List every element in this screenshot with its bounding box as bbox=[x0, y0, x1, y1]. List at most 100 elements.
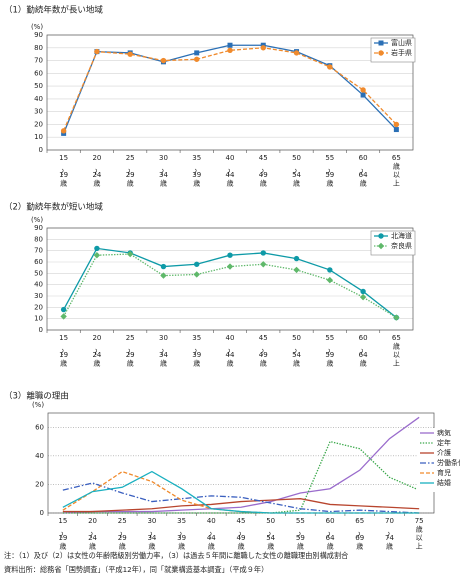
legend-label: 病気 bbox=[437, 428, 451, 437]
legend-marker bbox=[378, 233, 384, 239]
y-tick-label: 60 bbox=[34, 258, 43, 266]
x-tick-label: 30 〜34 歳 bbox=[146, 517, 156, 551]
marker bbox=[360, 87, 366, 93]
x-tick-label: 20 〜24 歳 bbox=[87, 517, 97, 551]
chart-title: （2）勤続年数が短い地域 bbox=[4, 202, 103, 213]
marker bbox=[194, 56, 200, 62]
x-tick-label: 45 〜49 歳 bbox=[236, 517, 246, 551]
legend-label: 岩手県 bbox=[391, 48, 412, 57]
marker bbox=[293, 50, 300, 56]
marker bbox=[226, 263, 234, 270]
y-tick-label: 80 bbox=[34, 44, 43, 52]
y-tick-label: 20 bbox=[34, 303, 43, 311]
legend-box bbox=[417, 428, 455, 492]
series-line bbox=[62, 482, 420, 514]
y-tick-label: 10 bbox=[34, 315, 43, 323]
series-line bbox=[63, 47, 397, 132]
y-axis-label: (%) bbox=[31, 216, 43, 224]
chart-title: （1）勤続年数が長い地域 bbox=[4, 5, 103, 16]
x-tick-label: 15 〜19 歳 bbox=[57, 517, 67, 551]
x-tick-label: 40 〜44 歳 bbox=[225, 334, 235, 368]
plot-frame bbox=[46, 34, 414, 151]
x-tick-label: 25 〜29 歳 bbox=[125, 154, 135, 188]
y-tick-label: 50 bbox=[34, 269, 43, 277]
y-axis-label: (%) bbox=[31, 23, 43, 31]
x-tick-label: 35 〜39 歳 bbox=[191, 154, 201, 188]
x-tick-label: 25 〜29 歳 bbox=[125, 334, 135, 368]
x-tick-label: 55 〜59 歳 bbox=[295, 517, 305, 551]
y-tick-label: 70 bbox=[34, 57, 43, 65]
marker bbox=[293, 266, 300, 274]
marker bbox=[60, 306, 67, 313]
marker bbox=[60, 128, 67, 134]
marker bbox=[260, 250, 266, 256]
y-tick-label: 20 bbox=[34, 120, 43, 128]
marker bbox=[160, 272, 167, 279]
series-line bbox=[62, 498, 420, 513]
marker bbox=[60, 313, 67, 320]
marker bbox=[359, 293, 367, 301]
legend-label: 定年 bbox=[437, 438, 451, 447]
marker bbox=[126, 250, 134, 258]
legend-label: 富山県 bbox=[391, 38, 412, 47]
x-tick-label: 30 〜34 歳 bbox=[158, 334, 168, 368]
marker bbox=[194, 261, 200, 267]
marker bbox=[193, 271, 200, 278]
marker bbox=[194, 50, 200, 56]
y-tick-label: 40 bbox=[35, 452, 44, 460]
x-tick-label: 15 〜19 歳 bbox=[58, 154, 68, 188]
y-tick-label: 30 bbox=[34, 108, 43, 116]
plot-frame bbox=[46, 227, 414, 331]
x-tick-label: 65 歳以上 bbox=[392, 334, 401, 368]
x-tick-label: 30 〜34 歳 bbox=[158, 154, 168, 188]
x-tick-label: 60 〜64 歳 bbox=[358, 154, 368, 188]
x-tick-label: 40 〜44 歳 bbox=[206, 517, 216, 551]
legend-label: 育児 bbox=[437, 468, 451, 477]
x-tick-label: 25 〜29 歳 bbox=[117, 517, 127, 551]
marker bbox=[227, 47, 233, 54]
y-tick-label: 40 bbox=[34, 281, 43, 289]
x-tick-label: 45 〜49 歳 bbox=[258, 154, 268, 188]
x-tick-label: 35 〜39 歳 bbox=[191, 334, 201, 368]
series-line bbox=[62, 470, 420, 514]
x-tick-label: 20 〜24 歳 bbox=[91, 334, 101, 368]
x-tick-label: 60 〜64 歳 bbox=[325, 517, 335, 551]
marker bbox=[160, 57, 167, 64]
marker bbox=[160, 263, 167, 270]
legend-marker bbox=[377, 242, 385, 250]
marker bbox=[393, 314, 400, 321]
y-tick-label: 60 bbox=[35, 423, 44, 431]
series-line bbox=[62, 440, 420, 514]
marker bbox=[260, 261, 267, 268]
legend-marker bbox=[378, 40, 384, 46]
marker bbox=[94, 245, 100, 252]
series-line bbox=[63, 44, 397, 134]
marker bbox=[393, 121, 400, 128]
x-tick-label: 65 〜69 歳 bbox=[354, 517, 364, 551]
legend-marker bbox=[378, 50, 384, 56]
x-tick-label: 35 〜39 歳 bbox=[176, 517, 186, 551]
y-tick-label: 30 bbox=[34, 292, 43, 300]
y-tick-label: 0 bbox=[39, 146, 43, 154]
y-tick-label: 90 bbox=[34, 31, 43, 39]
marker bbox=[94, 48, 100, 55]
marker bbox=[127, 51, 133, 57]
note: 注：（1）及び（2）は女性の年齢階級別労働力率，（3）は過去５年間に離職した女性… bbox=[4, 551, 348, 560]
y-tick-label: 80 bbox=[34, 235, 43, 243]
y-tick-label: 50 bbox=[34, 82, 43, 90]
plot-frame bbox=[47, 412, 435, 514]
x-tick-label: 20 〜24 歳 bbox=[91, 154, 101, 188]
legend-box bbox=[370, 230, 416, 256]
marker bbox=[293, 255, 300, 262]
marker bbox=[360, 92, 366, 98]
y-axis-label: (%) bbox=[32, 401, 44, 409]
legend-box bbox=[370, 37, 416, 63]
chart-title: （3）離職の理由 bbox=[4, 391, 69, 402]
x-tick-label: 70 〜74 歳 bbox=[384, 517, 394, 551]
marker bbox=[327, 267, 333, 273]
source-note: 資料出所：総務省「国勢調査」（平成12年），同「就業構造基本調査」（平成９年） bbox=[4, 565, 268, 574]
legend-label: 結婚 bbox=[437, 478, 451, 487]
marker bbox=[93, 252, 101, 259]
marker bbox=[326, 276, 334, 284]
